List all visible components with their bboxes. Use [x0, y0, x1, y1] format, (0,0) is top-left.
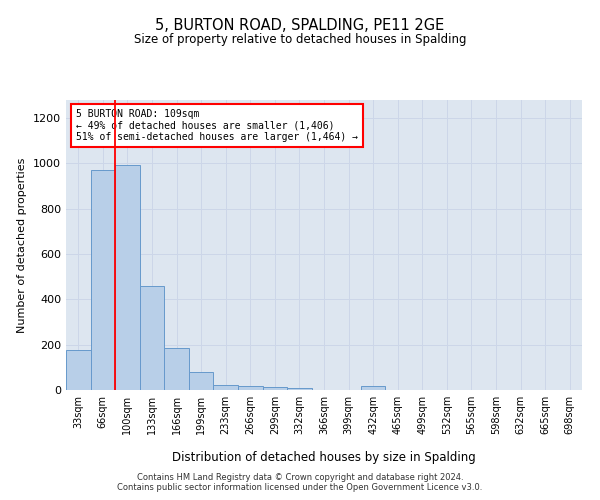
Bar — [164, 348, 189, 390]
Bar — [189, 372, 214, 390]
Bar — [115, 164, 140, 390]
Bar — [140, 286, 164, 390]
Bar — [238, 386, 263, 390]
Bar — [361, 386, 385, 390]
Bar — [91, 170, 115, 390]
Bar — [66, 350, 91, 390]
Bar — [287, 388, 312, 390]
Y-axis label: Number of detached properties: Number of detached properties — [17, 158, 28, 332]
Bar — [214, 385, 238, 390]
Text: Distribution of detached houses by size in Spalding: Distribution of detached houses by size … — [172, 451, 476, 464]
Bar — [263, 388, 287, 390]
Text: 5, BURTON ROAD, SPALDING, PE11 2GE: 5, BURTON ROAD, SPALDING, PE11 2GE — [155, 18, 445, 32]
Text: Contains HM Land Registry data © Crown copyright and database right 2024.
Contai: Contains HM Land Registry data © Crown c… — [118, 473, 482, 492]
Text: Size of property relative to detached houses in Spalding: Size of property relative to detached ho… — [134, 32, 466, 46]
Text: 5 BURTON ROAD: 109sqm
← 49% of detached houses are smaller (1,406)
51% of semi-d: 5 BURTON ROAD: 109sqm ← 49% of detached … — [76, 108, 358, 142]
